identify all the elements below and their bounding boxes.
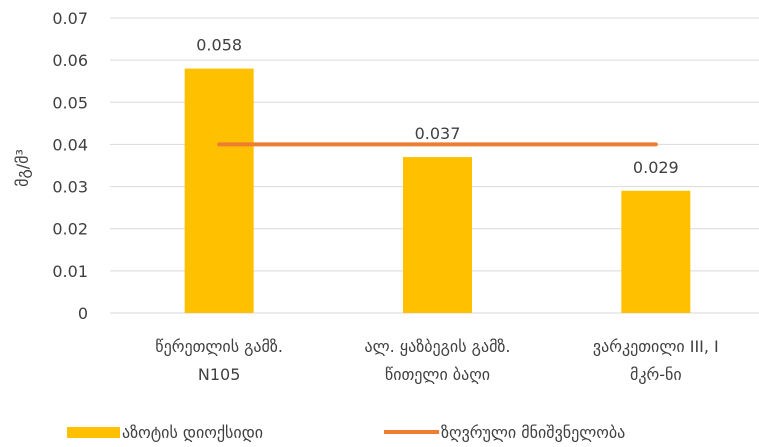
data-label: 0.037 bbox=[415, 124, 461, 143]
data-label: 0.058 bbox=[196, 36, 242, 55]
y-tick-label: 0.04 bbox=[52, 135, 88, 154]
y-tick-label: 0.02 bbox=[52, 220, 88, 239]
y-tick-label: 0.06 bbox=[52, 51, 88, 70]
category-label: ალ. ყაზბეგის გამზ. bbox=[364, 337, 510, 356]
y-tick-label: 0.05 bbox=[52, 93, 88, 112]
y-tick-label: 0.03 bbox=[52, 178, 88, 197]
bar bbox=[184, 68, 254, 313]
y-tick-label: 0.07 bbox=[52, 9, 88, 28]
data-label: 0.029 bbox=[633, 158, 679, 177]
legend-swatch-bar bbox=[67, 427, 120, 438]
category-label: მკრ-ნი bbox=[630, 365, 682, 384]
category-label: N105 bbox=[198, 365, 241, 384]
legend-label-line: ზღვრული მნიშვნელობა bbox=[441, 423, 625, 442]
y-axis-label: მგ/მ³ bbox=[13, 149, 32, 187]
category-labels: წერეთლის გამზ. N105 ალ. ყაზბეგის გამზ. წითე… bbox=[155, 337, 718, 384]
bars bbox=[184, 68, 691, 313]
y-tick-labels: 0 0.01 0.02 0.03 0.04 0.05 0.06 0.07 bbox=[52, 9, 88, 323]
y-tick-label: 0.01 bbox=[52, 262, 88, 281]
category-label: წითელი ბაღი bbox=[385, 365, 490, 384]
category-label: ვარკეთილი III, I bbox=[593, 337, 719, 356]
bar bbox=[621, 190, 691, 313]
legend-label-bar: აზოტის დიოქსიდი bbox=[122, 423, 263, 442]
category-label: წერეთლის გამზ. bbox=[155, 337, 283, 356]
legend: აზოტის დიოქსიდი ზღვრული მნიშვნელობა bbox=[67, 423, 625, 442]
data-labels: 0.058 0.037 0.029 bbox=[196, 36, 678, 177]
bar bbox=[403, 157, 472, 313]
y-tick-label: 0 bbox=[78, 304, 88, 323]
